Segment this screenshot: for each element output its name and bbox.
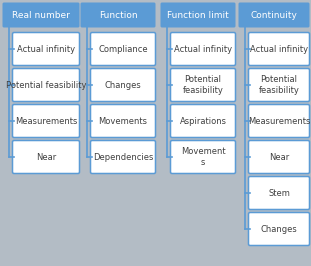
Text: Potential feasibility: Potential feasibility (6, 81, 86, 89)
Text: Aspirations: Aspirations (179, 117, 226, 126)
FancyBboxPatch shape (160, 2, 235, 27)
Text: Movement
s: Movement s (181, 147, 225, 167)
Text: Potential
feasibility: Potential feasibility (258, 75, 299, 95)
Text: Potential
feasibility: Potential feasibility (183, 75, 223, 95)
Text: Compliance: Compliance (98, 44, 148, 53)
FancyBboxPatch shape (91, 140, 156, 173)
FancyBboxPatch shape (81, 2, 156, 27)
FancyBboxPatch shape (12, 32, 80, 65)
Text: Actual infinity: Actual infinity (17, 44, 75, 53)
FancyBboxPatch shape (248, 105, 309, 138)
Text: Changes: Changes (104, 81, 142, 89)
FancyBboxPatch shape (2, 2, 80, 27)
FancyBboxPatch shape (248, 213, 309, 246)
Text: Continuity: Continuity (251, 10, 297, 19)
Text: Changes: Changes (261, 225, 297, 234)
Text: Actual infinity: Actual infinity (250, 44, 308, 53)
FancyBboxPatch shape (248, 69, 309, 102)
Text: Actual infinity: Actual infinity (174, 44, 232, 53)
Text: Function: Function (99, 10, 137, 19)
FancyBboxPatch shape (170, 105, 235, 138)
Text: Near: Near (36, 152, 56, 161)
FancyBboxPatch shape (248, 32, 309, 65)
FancyBboxPatch shape (91, 32, 156, 65)
FancyBboxPatch shape (248, 177, 309, 210)
FancyBboxPatch shape (91, 105, 156, 138)
FancyBboxPatch shape (12, 140, 80, 173)
Text: Real number: Real number (12, 10, 70, 19)
Text: Movements: Movements (99, 117, 147, 126)
FancyBboxPatch shape (91, 69, 156, 102)
Text: Dependencies: Dependencies (93, 152, 153, 161)
Text: Measurements: Measurements (248, 117, 310, 126)
Text: Near: Near (269, 152, 289, 161)
FancyBboxPatch shape (12, 105, 80, 138)
FancyBboxPatch shape (170, 140, 235, 173)
FancyBboxPatch shape (239, 2, 309, 27)
Text: Measurements: Measurements (15, 117, 77, 126)
FancyBboxPatch shape (170, 69, 235, 102)
Text: Stem: Stem (268, 189, 290, 197)
FancyBboxPatch shape (170, 32, 235, 65)
FancyBboxPatch shape (12, 69, 80, 102)
Text: Function limit: Function limit (167, 10, 229, 19)
FancyBboxPatch shape (248, 140, 309, 173)
